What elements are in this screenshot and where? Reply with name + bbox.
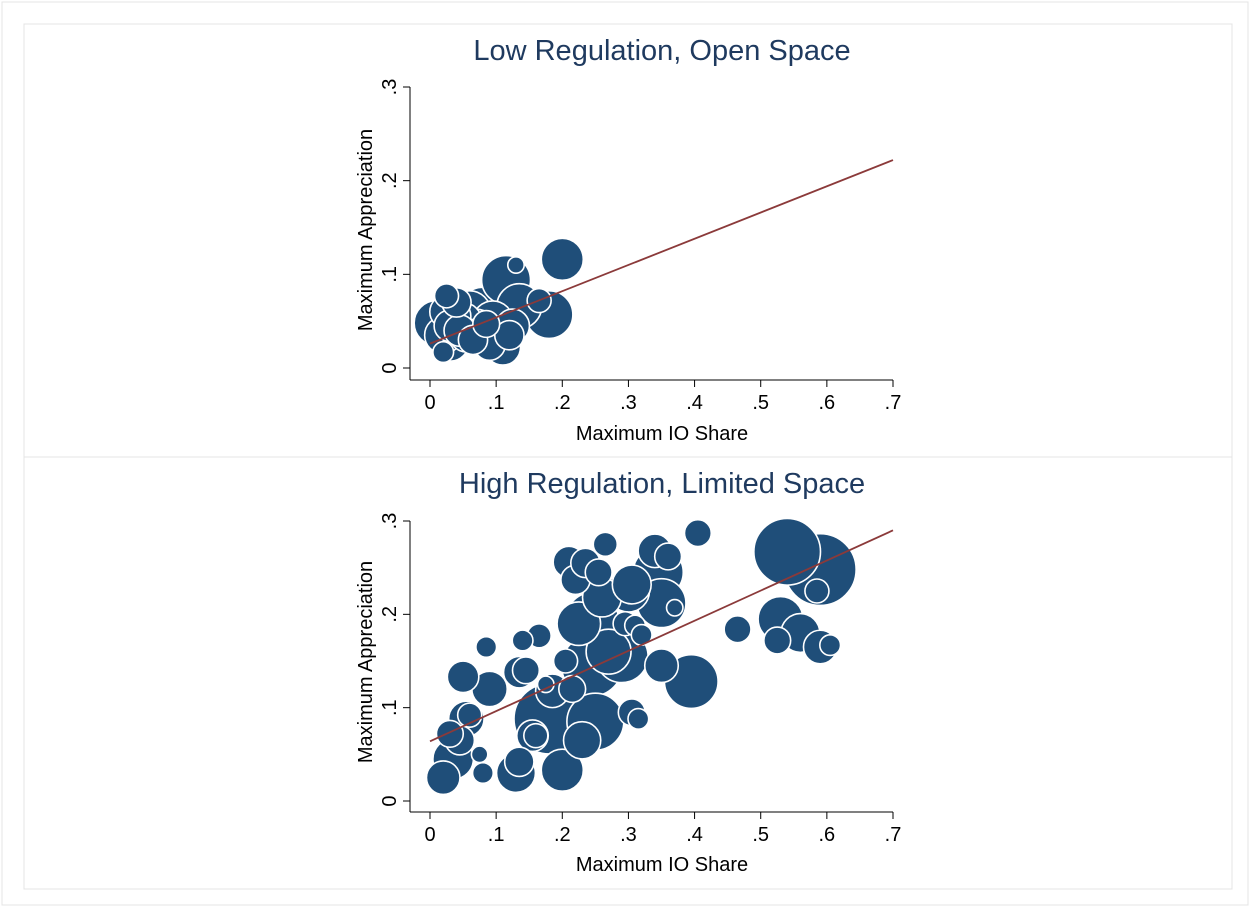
- x-tick-label: 0: [424, 824, 435, 846]
- data-point: [665, 598, 684, 617]
- data-point: [763, 626, 792, 655]
- y-tick-label: 0: [379, 795, 401, 806]
- fit-line-group: [429, 159, 894, 345]
- data-point: [584, 558, 613, 587]
- panel-high-regulation: High Regulation, Limited Space Maximum I…: [23, 456, 1233, 890]
- data-point: [470, 745, 489, 764]
- data-point: [611, 564, 652, 605]
- data-points: [425, 517, 857, 796]
- data-point: [433, 283, 460, 309]
- data-point: [540, 748, 585, 793]
- data-point: [523, 722, 549, 749]
- fit-line-group: [429, 529, 894, 743]
- y-tick-label: 0: [379, 362, 401, 373]
- data-point: [475, 635, 498, 659]
- chart-title: High Regulation, Limited Space: [459, 468, 865, 500]
- data-point: [804, 578, 830, 604]
- data-point: [471, 761, 495, 785]
- data-point: [446, 660, 480, 694]
- data-point: [643, 648, 680, 684]
- x-tick-label: .3: [620, 824, 637, 846]
- axes: [409, 87, 893, 381]
- axes: [409, 521, 893, 813]
- x-tick-label: .6: [819, 392, 836, 414]
- x-tick-label: 0: [424, 392, 435, 414]
- x-tick-label: .1: [488, 824, 505, 846]
- y-tick-label: .1: [379, 699, 401, 716]
- x-tick-label: .1: [488, 392, 505, 414]
- x-axis-label: Maximum IO Share: [576, 423, 748, 445]
- data-point: [552, 648, 579, 674]
- data-point: [540, 237, 585, 282]
- data-point: [562, 720, 602, 760]
- fit-line: [429, 529, 894, 743]
- data-point: [432, 340, 455, 364]
- y-tick-label: .1: [379, 266, 401, 283]
- data-point: [425, 760, 461, 796]
- data-point: [592, 531, 619, 558]
- x-tick-label: .5: [752, 824, 769, 846]
- y-tick-label: .3: [379, 79, 401, 96]
- data-point: [511, 629, 534, 652]
- ticks: 0 .1 .2 .3 .4 .5 .6 .7 0 .1 .2 .3: [379, 79, 901, 414]
- x-tick-label: .4: [686, 392, 703, 414]
- x-tick-label: .3: [620, 392, 637, 414]
- data-point: [435, 719, 465, 748]
- x-axis-label: Maximum IO Share: [576, 854, 748, 876]
- data-point: [753, 517, 822, 586]
- data-point: [558, 674, 587, 704]
- x-tick-label: .2: [554, 824, 571, 846]
- x-tick-label: .5: [752, 392, 769, 414]
- data-point: [585, 628, 632, 675]
- data-point: [472, 309, 501, 339]
- data-point: [506, 255, 525, 274]
- y-axis-label: Maximum Appreciation: [355, 129, 377, 331]
- chart-title: Low Regulation, Open Space: [473, 35, 850, 67]
- x-tick-label: .4: [686, 824, 703, 846]
- data-point: [653, 542, 683, 571]
- data-point: [536, 675, 555, 694]
- data-point: [511, 656, 541, 685]
- data-point: [819, 633, 842, 657]
- x-tick-label: .7: [885, 392, 902, 414]
- data-points: [413, 237, 585, 366]
- x-tick-label: .7: [885, 824, 902, 846]
- data-point: [683, 518, 713, 548]
- y-tick-label: .2: [379, 606, 401, 623]
- ticks: 0 .1 .2 .3 .4 .5 .6 .7 0 .1 .2 .3: [379, 513, 901, 846]
- data-point: [627, 707, 650, 731]
- panel-low-regulation: Low Regulation, Open Space Maximum IO Sh…: [23, 23, 1233, 458]
- y-axis-label: Maximum Appreciation: [355, 561, 377, 763]
- fit-line: [429, 159, 894, 345]
- y-tick-label: .2: [379, 172, 401, 189]
- data-point: [723, 615, 752, 644]
- x-tick-label: .2: [554, 392, 571, 414]
- data-point: [503, 746, 535, 778]
- y-tick-label: .3: [379, 513, 401, 530]
- x-tick-label: .6: [819, 824, 836, 846]
